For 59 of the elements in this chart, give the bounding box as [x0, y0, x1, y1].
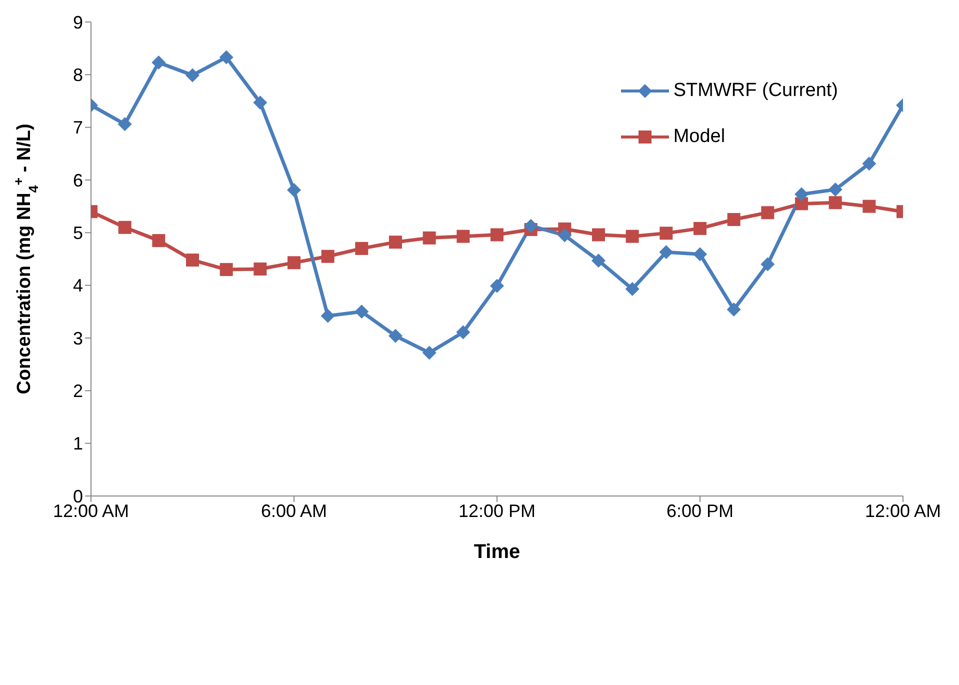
point: [490, 228, 504, 242]
point: [354, 304, 369, 319]
point: [456, 325, 470, 340]
legend-label: Model: [673, 126, 726, 148]
point: [524, 218, 538, 233]
point: [118, 117, 132, 132]
point: [828, 182, 842, 196]
point: [220, 263, 233, 276]
point: [660, 226, 673, 240]
point: [761, 206, 774, 220]
point: [422, 346, 436, 360]
y-tick-label: 5: [72, 223, 83, 244]
legend-label: STMWRF (Current): [673, 80, 838, 102]
point: [592, 228, 605, 242]
point: [862, 156, 876, 171]
point: [626, 230, 639, 243]
point: [726, 302, 741, 317]
point: [422, 231, 436, 244]
x-axis-title: Time: [474, 541, 520, 563]
point: [558, 228, 572, 242]
point: [320, 308, 335, 323]
point: [659, 245, 674, 260]
x-tick-label: 6:00 AM: [260, 500, 328, 521]
y-tick-label: 8: [72, 65, 83, 86]
point: [862, 200, 876, 213]
point: [389, 236, 402, 249]
point: [727, 213, 740, 226]
y-tick-label: 6: [72, 170, 83, 190]
point: [490, 278, 504, 293]
x-tick-label: 6:00 PM: [666, 500, 734, 521]
y-tick-label: 4: [72, 276, 83, 296]
point: [693, 247, 707, 262]
point: [388, 328, 402, 343]
point: [355, 242, 368, 255]
point: [186, 254, 199, 267]
point: [794, 187, 808, 202]
point: [152, 234, 166, 248]
point: [254, 262, 267, 276]
y-tick-label: 3: [72, 328, 83, 348]
y-tick-label: 7: [72, 118, 83, 138]
point: [253, 96, 268, 110]
point: [828, 196, 842, 210]
point: [321, 250, 334, 263]
point: [219, 50, 234, 64]
x-tick-label: 12:00 PM: [458, 500, 536, 521]
point: [760, 257, 775, 272]
point: [592, 254, 606, 268]
point: [152, 56, 166, 70]
y-tick-label: 1: [72, 434, 83, 454]
point: [456, 230, 470, 243]
point: [625, 282, 640, 296]
y-tick-label: 9: [72, 12, 83, 32]
point: [186, 68, 200, 82]
y-tick-label: 2: [72, 381, 83, 402]
x-tick-label: 12:00 AM: [864, 500, 942, 521]
point: [287, 183, 301, 198]
point: [118, 220, 132, 234]
point: [288, 256, 300, 270]
point: [694, 222, 706, 235]
